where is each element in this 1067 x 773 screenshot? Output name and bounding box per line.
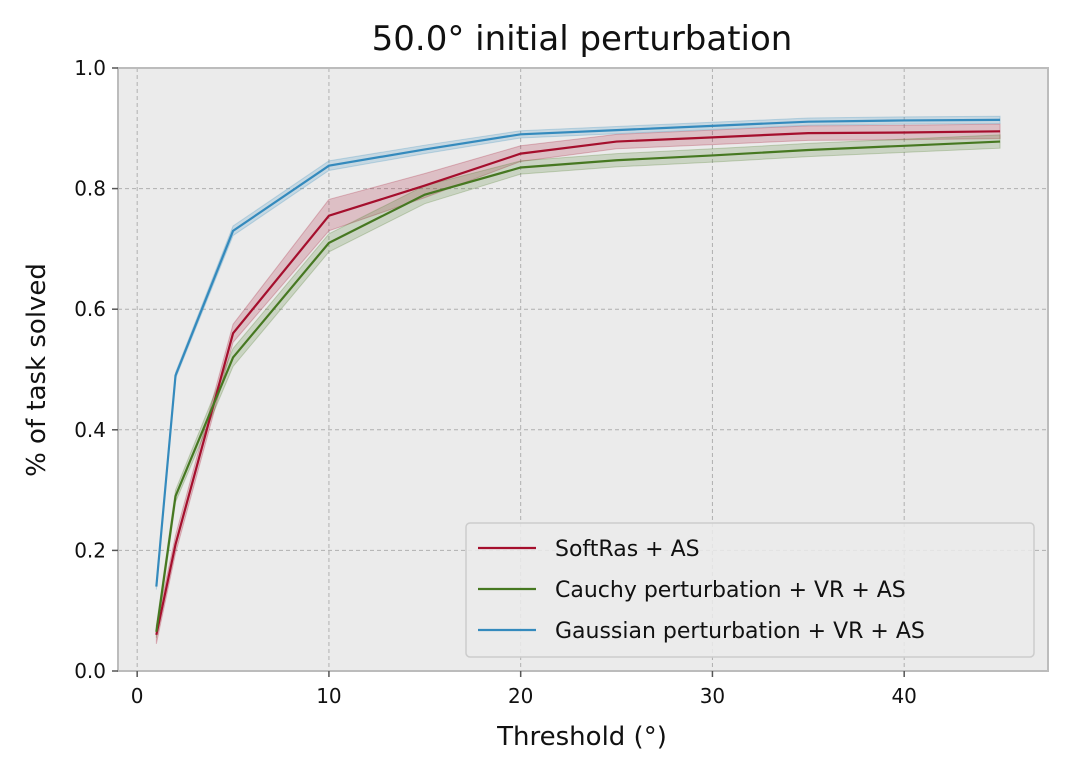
y-axis-label: % of task solved bbox=[22, 263, 52, 477]
y-tick-label: 0.6 bbox=[74, 297, 106, 321]
series-line-3 bbox=[155, 118, 1001, 587]
series-band-2 bbox=[155, 134, 1001, 638]
legend-label-2: Cauchy perturbation + VR + AS bbox=[555, 578, 906, 603]
legend-label-3: Gaussian perturbation + VR + AS bbox=[555, 619, 925, 644]
x-tick-label: 0 bbox=[131, 684, 144, 708]
legend-label-1: SoftRas + AS bbox=[555, 537, 700, 562]
series-band-1 bbox=[155, 123, 1001, 644]
series-line-2 bbox=[155, 140, 1001, 632]
y-tick-label: 0.8 bbox=[74, 177, 106, 201]
x-tick-label: 30 bbox=[700, 684, 725, 708]
y-tick-label: 0.4 bbox=[74, 418, 106, 442]
x-axis: 0 10 20 30 40 bbox=[131, 671, 917, 708]
legend-box bbox=[465, 522, 1035, 658]
plot-frame bbox=[117, 67, 1049, 672]
x-tick-label: 20 bbox=[508, 684, 533, 708]
x-tick-label: 40 bbox=[891, 684, 916, 708]
series-band-3 bbox=[155, 115, 1001, 590]
y-tick-label: 0.2 bbox=[74, 538, 106, 562]
y-tick-label: 0.0 bbox=[74, 659, 106, 683]
legend: SoftRas + AS Cauchy perturbation + VR + A… bbox=[465, 522, 1035, 658]
x-axis-label: Threshold (°) bbox=[496, 722, 667, 752]
chart-title: 50.0° initial perturbation bbox=[372, 19, 793, 59]
y-tick-label: 1.0 bbox=[74, 56, 106, 80]
x-tick-label: 10 bbox=[316, 684, 341, 708]
y-axis: 0.0 0.2 0.4 0.6 0.8 1.0 bbox=[74, 56, 118, 683]
